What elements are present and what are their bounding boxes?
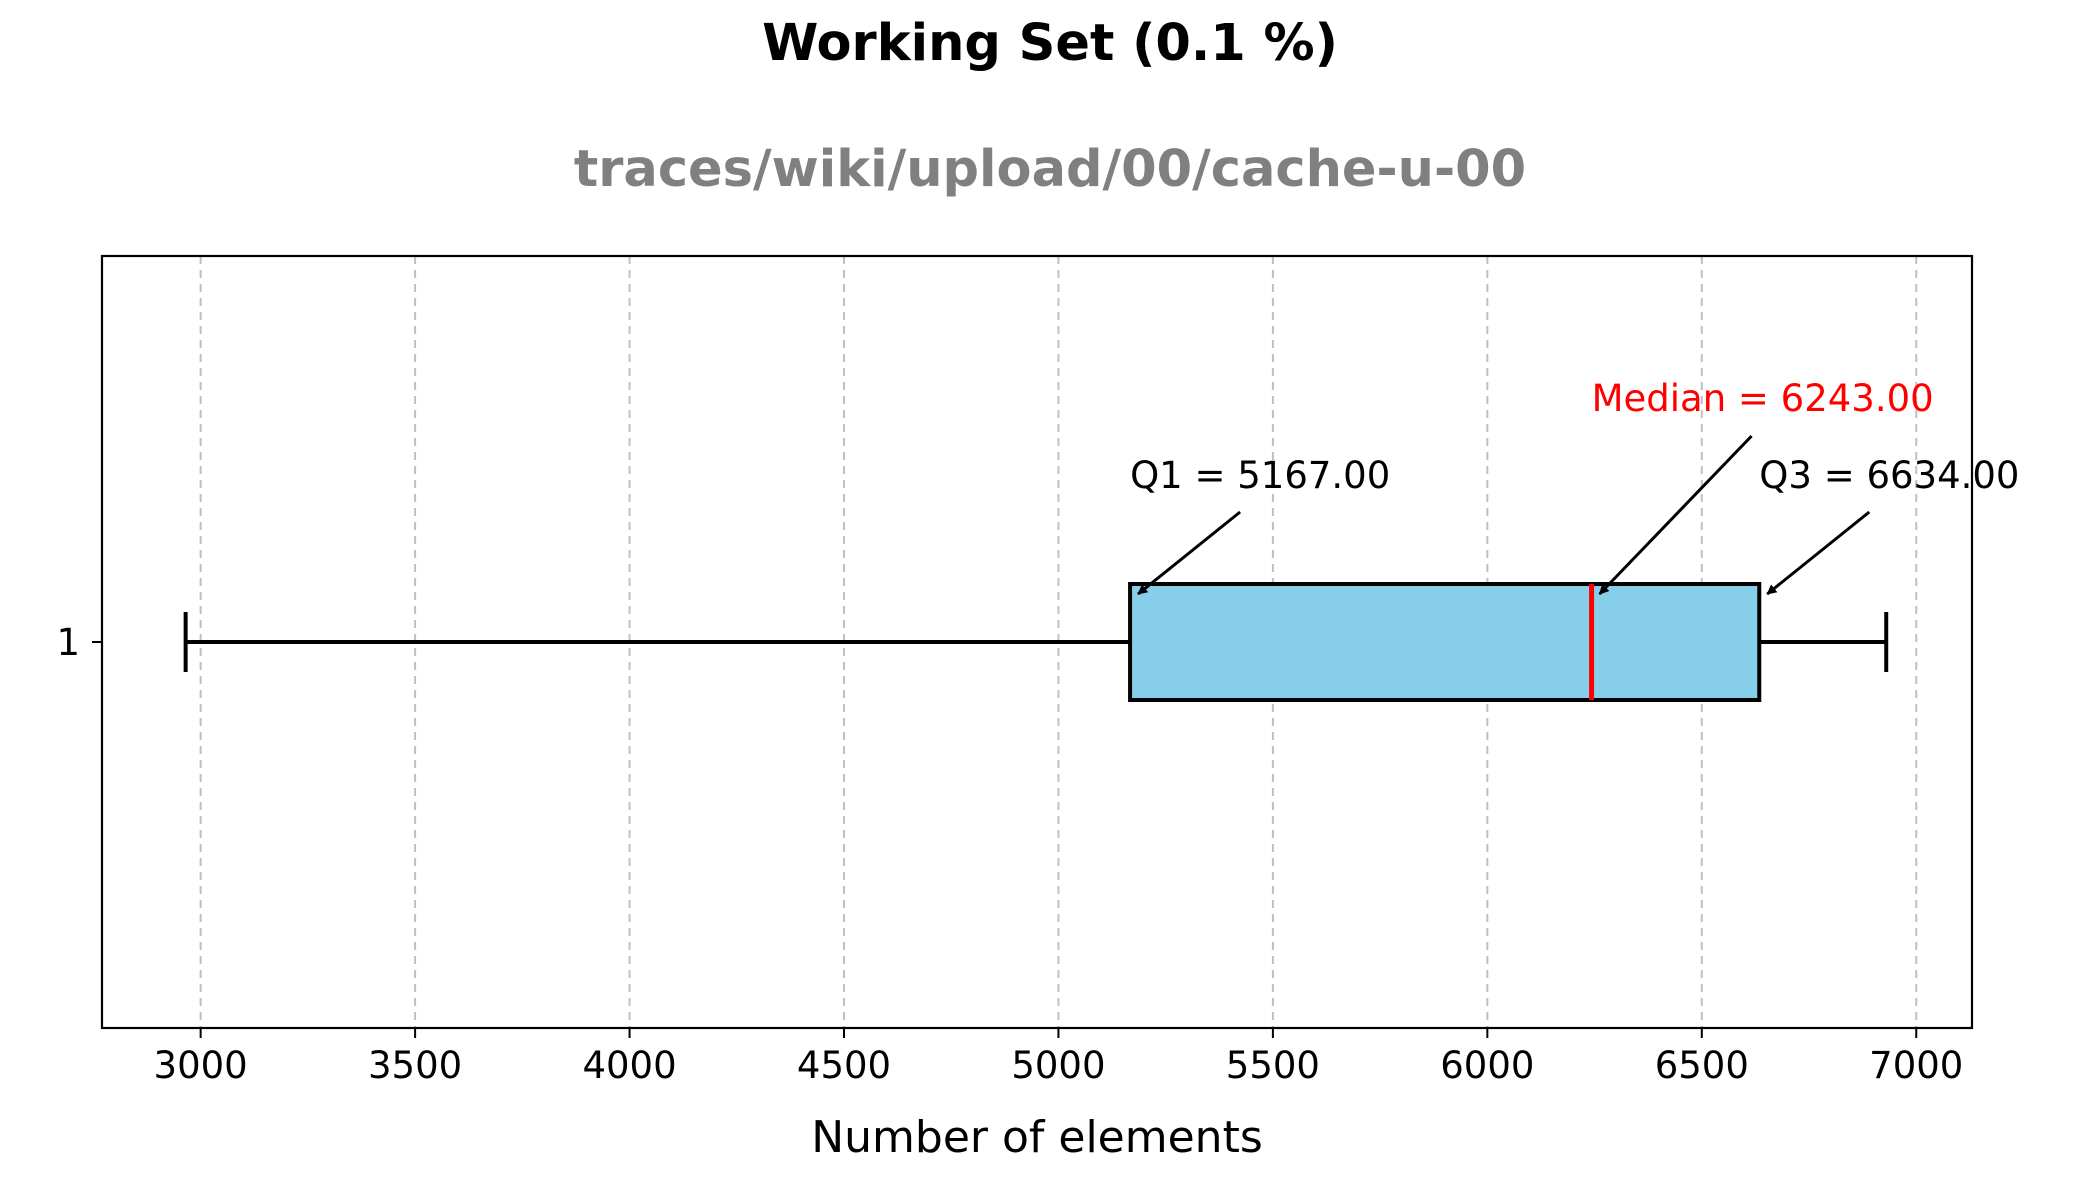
q3-annotation-arrow: [1766, 510, 1871, 596]
x-tick-label: 3500: [368, 1044, 462, 1087]
x-tick-label: 5500: [1226, 1044, 1320, 1087]
x-tick-label: 4000: [582, 1044, 676, 1087]
iqr-box: [1128, 582, 1762, 702]
y-tick-label: 1: [56, 621, 80, 664]
q1-annotation-arrow: [1137, 510, 1242, 596]
x-tick-label: 7000: [1869, 1044, 1963, 1087]
x-axis-label: Number of elements: [811, 1112, 1263, 1163]
q3-annotation: Q3 = 6634.00: [1759, 454, 2019, 497]
q1-annotation: Q1 = 5167.00: [1130, 454, 1390, 497]
median-annotation: Median = 6243.00: [1592, 377, 1934, 420]
x-tick-label: 6500: [1655, 1044, 1749, 1087]
x-tick-label: 3000: [154, 1044, 248, 1087]
median-annotation-arrow: [1598, 434, 1753, 596]
x-tick-label: 5000: [1011, 1044, 1105, 1087]
x-tick-label: 4500: [797, 1044, 891, 1087]
chart-subtitle: traces/wiki/upload/00/cache-u-00: [573, 140, 1527, 199]
chart-title: Working Set (0.1 %): [762, 14, 1338, 73]
x-tick-label: 6000: [1440, 1044, 1534, 1087]
